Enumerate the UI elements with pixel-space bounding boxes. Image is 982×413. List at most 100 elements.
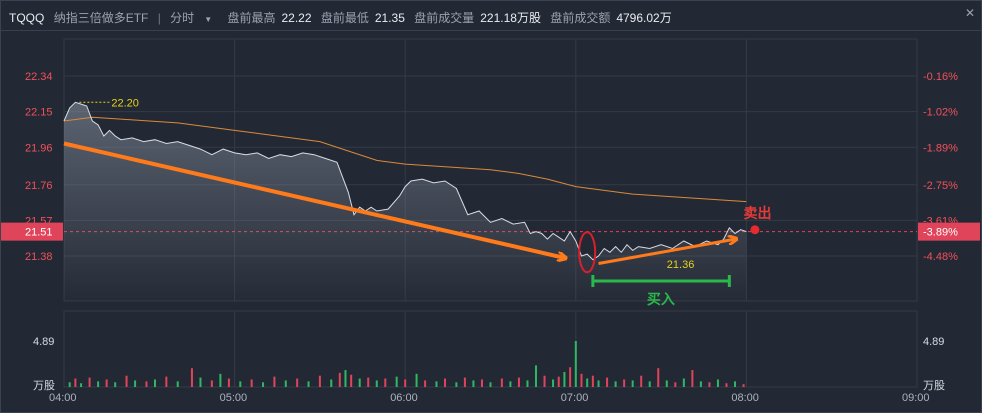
stat-label-volume: 盘前成交量 — [414, 11, 475, 25]
volume-bar — [657, 368, 660, 387]
time-tick-label: 08:00 — [731, 392, 759, 404]
volume-bar — [367, 377, 370, 387]
volume-bar — [509, 381, 512, 387]
current-price-tag: 21.51 — [25, 227, 53, 239]
stat-label-turnover: 盘前成交额 — [550, 11, 611, 25]
pct-tick-label: -0.16% — [923, 71, 958, 83]
timeframe-dropdown[interactable]: 分时 ▼ — [170, 11, 218, 25]
low-marker-label: 21.36 — [667, 259, 695, 271]
volume-bar — [190, 368, 193, 387]
pct-tick-label: -1.89% — [923, 142, 958, 154]
volume-bar — [500, 378, 503, 387]
volume-bar — [296, 378, 299, 387]
current-price-tag-bg — [1, 222, 63, 241]
volume-unit-label-right: 万股 — [923, 379, 945, 392]
volume-bar — [586, 378, 589, 387]
volume-bar — [114, 382, 117, 387]
stat-value-turnover: 4796.02万 — [616, 11, 672, 25]
volume-bar — [415, 373, 418, 387]
volume-bar — [472, 380, 475, 387]
volume-bar — [239, 381, 242, 387]
volume-bar — [543, 375, 546, 387]
sell-label: 卖出 — [744, 205, 772, 222]
price-tick-label: 21.38 — [25, 251, 53, 263]
volume-bar — [563, 371, 566, 387]
security-name: 纳指三倍做多ETF — [53, 11, 149, 25]
volume-bar — [153, 379, 156, 387]
volume-bar — [350, 374, 353, 387]
volume-bar — [284, 380, 287, 387]
volume-bar — [455, 382, 458, 387]
volume-bar — [665, 380, 668, 387]
pct-tick-label: -1.02% — [923, 107, 958, 119]
volume-bar — [88, 377, 91, 387]
caret-down-icon: ▼ — [204, 15, 213, 24]
uptrend-arrow — [598, 239, 735, 265]
header-row: TQQQ 纳指三倍做多ETF | 分时 ▼ 盘前最高 22.22 盘前最低 21.35… — [9, 9, 678, 26]
volume-bar — [395, 376, 398, 387]
stat-value-high: 22.22 — [281, 11, 312, 25]
volume-bar — [623, 379, 626, 387]
volume-bar — [134, 380, 137, 387]
buy-label: 买入 — [647, 292, 675, 308]
volume-max-label-right: 4.89 — [923, 336, 944, 348]
header-separator: | — [157, 11, 161, 25]
volume-bar — [517, 377, 520, 387]
volume-bar — [424, 380, 427, 387]
volume-bar — [691, 370, 694, 387]
volume-bar — [480, 379, 483, 387]
stat-value-volume: 221.18万股 — [480, 11, 541, 25]
axes: 22.34 -0.16% 22.15 -1.02% 21.96 -1.89% 21.76 -2… — [1, 71, 980, 404]
volume-bar — [125, 375, 128, 387]
close-icon[interactable]: ✕ — [964, 6, 976, 20]
volume-bar — [435, 381, 438, 387]
price-tick-label: 22.15 — [25, 107, 53, 119]
volume-bar — [557, 376, 560, 387]
volume-bar — [674, 382, 677, 387]
volume-bar — [145, 381, 148, 387]
stat-value-low: 21.35 — [374, 11, 405, 25]
volume-bar — [614, 381, 617, 387]
volume-bar — [219, 373, 222, 387]
avg-series-line — [63, 116, 747, 203]
volume-bar — [330, 379, 333, 387]
time-tick-label: 07:00 — [561, 392, 589, 404]
volume-bar — [318, 375, 321, 387]
timeframe-label: 分时 — [170, 11, 195, 25]
time-tick-label: 05:00 — [220, 392, 248, 404]
volume-bar — [444, 378, 447, 387]
high-marker-label: 22.20 — [111, 97, 139, 109]
volume-bar — [463, 377, 466, 387]
average-price-line — [63, 116, 747, 203]
current-pct-tag-bg — [918, 222, 980, 241]
time-tick-label: 06:00 — [390, 392, 418, 404]
volume-max-label-left: 4.89 — [33, 336, 54, 348]
price-tick-label: 21.76 — [25, 180, 53, 192]
downtrend-arrow — [63, 141, 564, 258]
volume-bar — [552, 379, 555, 387]
volume-bar — [97, 381, 100, 387]
volume-bar — [344, 370, 347, 387]
volume-bar — [489, 382, 492, 387]
time-tick-label: 04:00 — [49, 392, 77, 404]
volume-bar — [210, 380, 213, 387]
volume-bar — [526, 380, 529, 387]
volume-bar — [338, 372, 341, 387]
volume-bar — [375, 380, 378, 387]
volume-bar — [404, 379, 407, 387]
volume-bar — [591, 375, 594, 387]
volume-bar — [250, 379, 253, 387]
volume-bar — [708, 382, 711, 387]
volume-bar — [606, 377, 609, 387]
volume-bar — [227, 378, 230, 387]
volume-bar — [262, 382, 265, 387]
price-tick-label: 21.96 — [25, 142, 53, 154]
price-series-line — [63, 101, 747, 261]
volume-bar — [580, 373, 583, 387]
volume-bar — [574, 341, 577, 387]
volume-bar — [273, 376, 276, 387]
stat-label-high: 盘前最高 — [227, 11, 276, 25]
volume-bars — [68, 341, 745, 387]
